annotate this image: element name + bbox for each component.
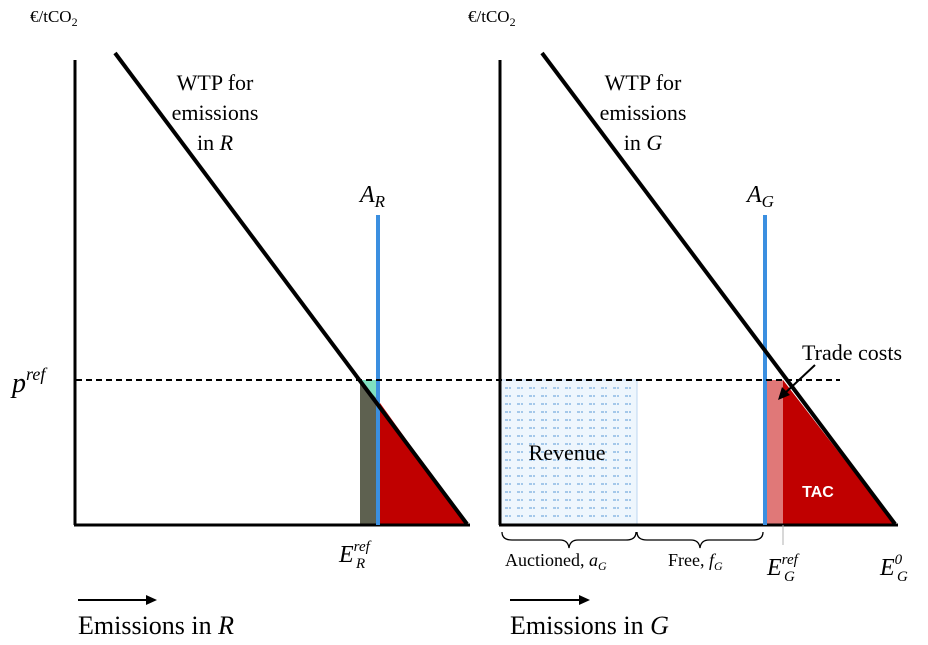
left-wtp-line (113, 51, 469, 526)
price-label: pref (10, 364, 48, 399)
right-x-label: Emissions in G (510, 611, 669, 640)
right-wtp-label-line1: WTP for (605, 70, 682, 95)
trade-costs-bar (767, 380, 783, 525)
left-cap-label: AR (358, 182, 386, 211)
right-wtp-label-line3: in G (624, 130, 663, 155)
e0-label: E0 G (879, 552, 908, 585)
left-wtp-label-line2: emissions (172, 100, 259, 125)
trade-costs-label: Trade costs (802, 340, 902, 365)
right-wtp-label-line2: emissions (600, 100, 687, 125)
left-panel: €/tCO2 WTP for emissions in R AR Eref R E… (30, 7, 470, 640)
trade-costs-arrowhead (778, 387, 790, 400)
right-wtp-line (540, 51, 897, 526)
revenue-label: Revenue (529, 440, 606, 465)
left-x-label: Emissions in R (78, 611, 234, 640)
right-y-unit: €/tCO2 (468, 7, 516, 29)
left-wtp-label-line1: WTP for (177, 70, 254, 95)
right-panel: €/tCO2 Revenue TAC WTP for emissions in … (468, 7, 908, 640)
auctioned-label: Auctioned, aG (505, 550, 607, 573)
right-x-arrowhead (579, 595, 590, 605)
right-eref-label: Eref G (766, 552, 800, 585)
left-grey-bar (360, 380, 376, 525)
right-cap-label: AG (745, 182, 774, 211)
left-wtp-label-line3: in R (197, 130, 234, 155)
left-eref-label: Eref R (338, 539, 372, 572)
tac-label: TAC (802, 484, 834, 501)
auctioned-brace (501, 531, 637, 549)
free-brace (636, 531, 764, 549)
left-x-arrowhead (146, 595, 157, 605)
free-label: Free, fG (668, 550, 723, 573)
left-y-unit: €/tCO2 (30, 7, 78, 29)
